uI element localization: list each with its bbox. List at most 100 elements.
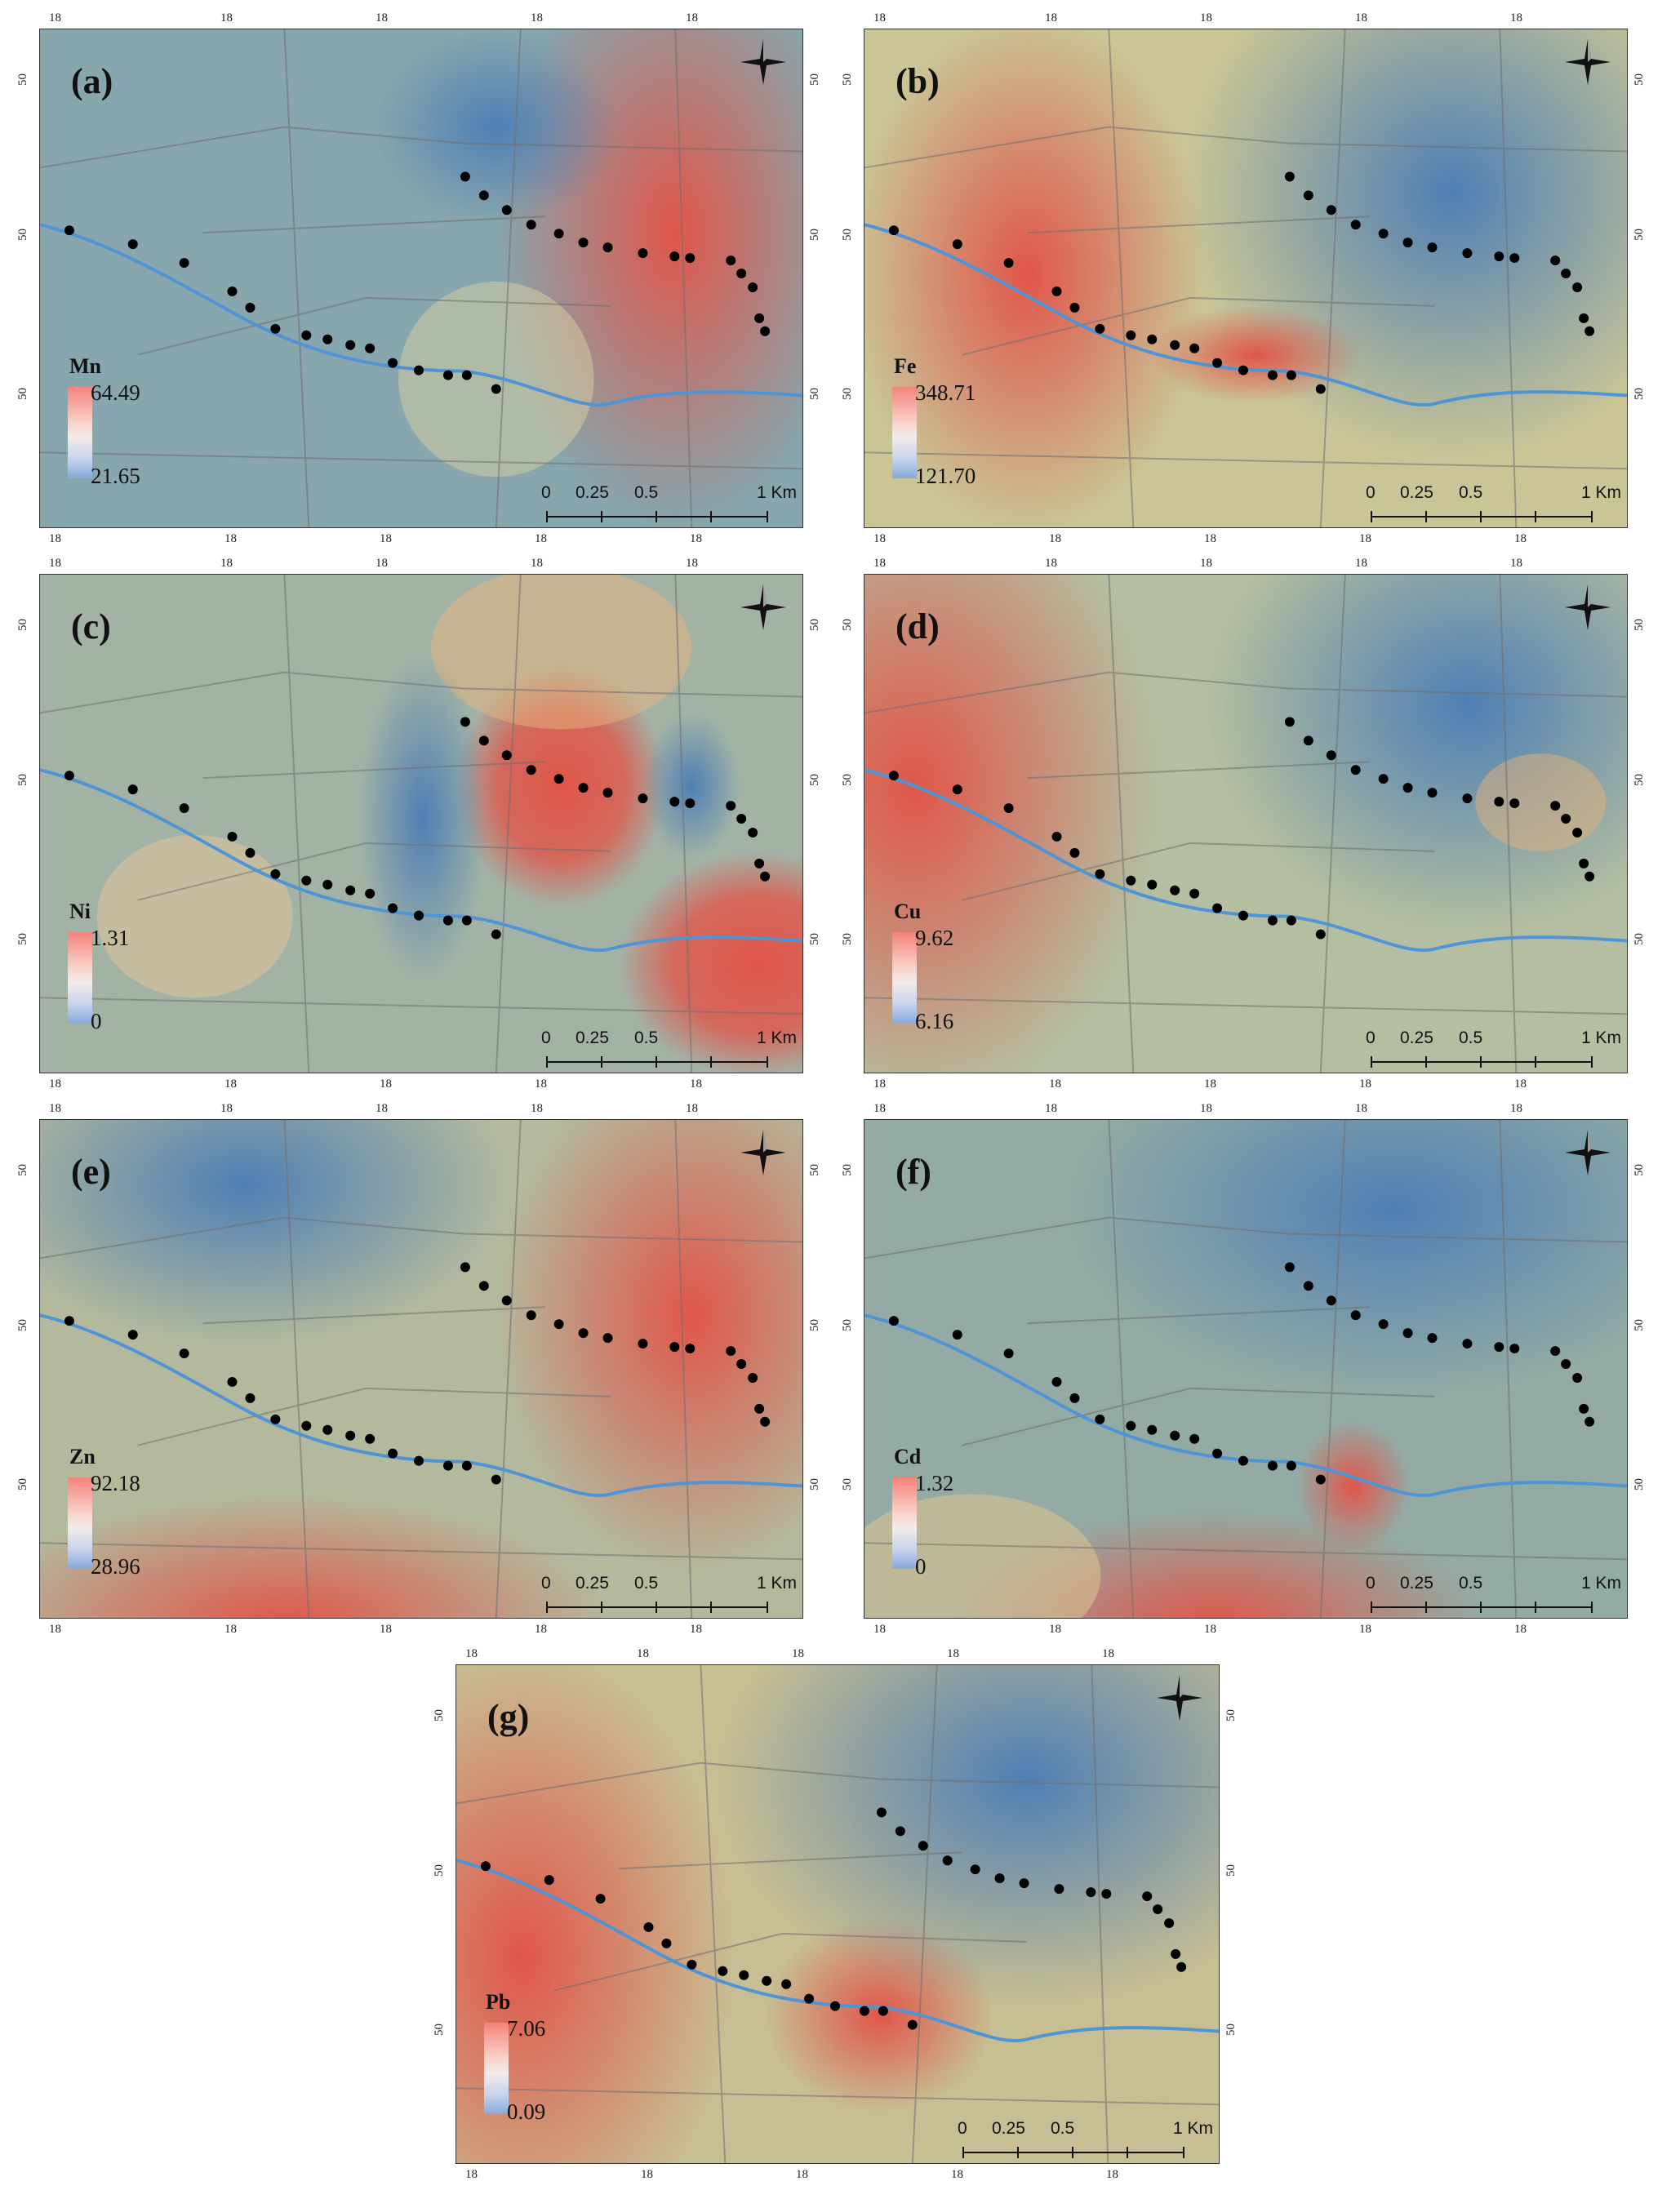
legend-max: 92.18 bbox=[91, 1471, 140, 1495]
lon-tick: 18 bbox=[690, 1623, 702, 1636]
lat-tick: 50 bbox=[16, 774, 29, 786]
lon-tick: 18 bbox=[376, 1102, 388, 1115]
legend-element: Cu bbox=[894, 900, 922, 923]
legend-colorbar bbox=[68, 1477, 92, 1569]
panel-label: (d) bbox=[896, 606, 940, 646]
lat-tick: 50 bbox=[1633, 73, 1646, 86]
road-network bbox=[40, 1120, 802, 1618]
lon-tick: 18 bbox=[1045, 557, 1057, 570]
lon-tick: 18 bbox=[637, 1647, 649, 1660]
lon-tick: 18 bbox=[1359, 532, 1371, 545]
legend-min: 0 bbox=[91, 1009, 102, 1033]
panel-f: (f) Cd 1.32 0 0 0.25 0.5 1 Km 18 18 18 18 1… bbox=[824, 1091, 1680, 1639]
sample-points bbox=[888, 717, 1595, 940]
panel-label: (g) bbox=[487, 1697, 530, 1737]
lon-tick: 18 bbox=[49, 1623, 61, 1636]
lon-tick: 18 bbox=[531, 1102, 543, 1115]
sample-points bbox=[480, 1807, 1187, 2030]
river bbox=[864, 223, 1627, 407]
lat-tick: 50 bbox=[841, 619, 854, 631]
lat-tick: 50 bbox=[841, 73, 854, 86]
map-frame: (c) Ni 1.31 0 0 0.25 0.5 1 Km bbox=[39, 574, 803, 1073]
road-network bbox=[456, 1665, 1219, 2163]
lon-tick: 18 bbox=[792, 1647, 804, 1660]
lon-tick: 18 bbox=[686, 557, 698, 570]
map-frame: (d) Cu 9.62 6.16 0 0.25 0.5 1 Km bbox=[864, 574, 1628, 1073]
map-frame: (g) Pb 7.06 0.09 0 0.25 0.5 1 Km bbox=[456, 1664, 1220, 2164]
lat-tick: 50 bbox=[16, 1478, 29, 1491]
lat-tick: 50 bbox=[16, 1164, 29, 1176]
legend-colorbar bbox=[68, 932, 92, 1024]
road-network bbox=[864, 575, 1627, 1073]
lon-tick: 18 bbox=[376, 11, 388, 24]
lat-tick: 50 bbox=[808, 1478, 821, 1491]
lat-tick: 50 bbox=[433, 1709, 446, 1722]
lon-tick: 18 bbox=[49, 557, 61, 570]
north-arrow-compass-icon bbox=[740, 584, 786, 630]
legend-min: 28.96 bbox=[91, 1554, 140, 1579]
lon-tick: 18 bbox=[873, 1077, 886, 1091]
legend-max: 7.06 bbox=[507, 2016, 546, 2041]
lon-tick: 18 bbox=[535, 1623, 547, 1636]
lon-tick: 18 bbox=[380, 1623, 392, 1636]
legend-max: 64.49 bbox=[91, 380, 140, 405]
lon-tick: 18 bbox=[641, 2168, 653, 2181]
lat-tick: 50 bbox=[808, 1164, 821, 1176]
north-arrow-compass-icon bbox=[1157, 1675, 1202, 1721]
lat-tick: 50 bbox=[1633, 1164, 1646, 1176]
lon-tick: 18 bbox=[535, 532, 547, 545]
lon-tick: 18 bbox=[796, 2168, 808, 2181]
legend-min: 0 bbox=[915, 1554, 927, 1579]
lon-tick: 18 bbox=[1514, 1077, 1527, 1091]
river bbox=[40, 1313, 802, 1497]
river bbox=[40, 223, 802, 407]
lon-tick: 18 bbox=[49, 1077, 61, 1091]
lat-tick: 50 bbox=[1633, 933, 1646, 945]
lon-tick: 18 bbox=[1049, 1623, 1061, 1636]
legend-colorbar bbox=[484, 2023, 509, 2114]
panel-label: (c) bbox=[71, 606, 111, 646]
lon-tick: 18 bbox=[686, 1102, 698, 1115]
lon-tick: 18 bbox=[690, 1077, 702, 1091]
lat-tick: 50 bbox=[1633, 774, 1646, 786]
lon-tick: 18 bbox=[947, 1647, 959, 1660]
lon-tick: 18 bbox=[224, 532, 237, 545]
lat-tick: 50 bbox=[1224, 1709, 1238, 1722]
lat-tick: 50 bbox=[1633, 388, 1646, 400]
lon-tick: 18 bbox=[1510, 11, 1522, 24]
panel-b: (b) Fe 348.71 121.70 0 0.25 0.5 1 Km 18 18 … bbox=[824, 0, 1680, 549]
legend-element: Mn bbox=[69, 354, 101, 378]
lat-tick: 50 bbox=[841, 229, 854, 241]
sample-points bbox=[64, 171, 771, 394]
sample-points bbox=[888, 1262, 1595, 1485]
lat-tick: 50 bbox=[1224, 1864, 1238, 1877]
north-arrow-compass-icon bbox=[1565, 584, 1611, 630]
scale-bar: 0 0.25 0.5 1 Km bbox=[1359, 483, 1627, 527]
sample-points bbox=[64, 1262, 771, 1485]
lon-tick: 18 bbox=[1514, 532, 1527, 545]
scale-bar: 0 0.25 0.5 1 Km bbox=[535, 1574, 802, 1618]
panel-e: (e) Zn 92.18 28.96 0 0.25 0.5 1 Km 18 18 18… bbox=[0, 1091, 824, 1639]
panel-g: (g) Pb 7.06 0.09 0 0.25 0.5 1 Km 18 18 18 1… bbox=[416, 1636, 1272, 2199]
lat-tick: 50 bbox=[841, 1478, 854, 1491]
sample-points bbox=[64, 717, 771, 940]
panel-label: (a) bbox=[71, 61, 113, 101]
lat-tick: 50 bbox=[841, 388, 854, 400]
legend-min: 121.70 bbox=[915, 464, 976, 488]
legend-element: Zn bbox=[69, 1445, 96, 1468]
lat-tick: 50 bbox=[1633, 619, 1646, 631]
lat-tick: 50 bbox=[1633, 1319, 1646, 1331]
sample-points bbox=[888, 171, 1595, 394]
lon-tick: 18 bbox=[224, 1623, 237, 1636]
lat-tick: 50 bbox=[808, 619, 821, 631]
lon-tick: 18 bbox=[690, 532, 702, 545]
lat-tick: 50 bbox=[16, 933, 29, 945]
river bbox=[40, 768, 802, 952]
lat-tick: 50 bbox=[841, 1164, 854, 1176]
road-network bbox=[40, 29, 802, 527]
lat-tick: 50 bbox=[16, 229, 29, 241]
lon-tick: 18 bbox=[1510, 1102, 1522, 1115]
lon-tick: 18 bbox=[224, 1077, 237, 1091]
lat-tick: 50 bbox=[16, 388, 29, 400]
lon-tick: 18 bbox=[1049, 1077, 1061, 1091]
